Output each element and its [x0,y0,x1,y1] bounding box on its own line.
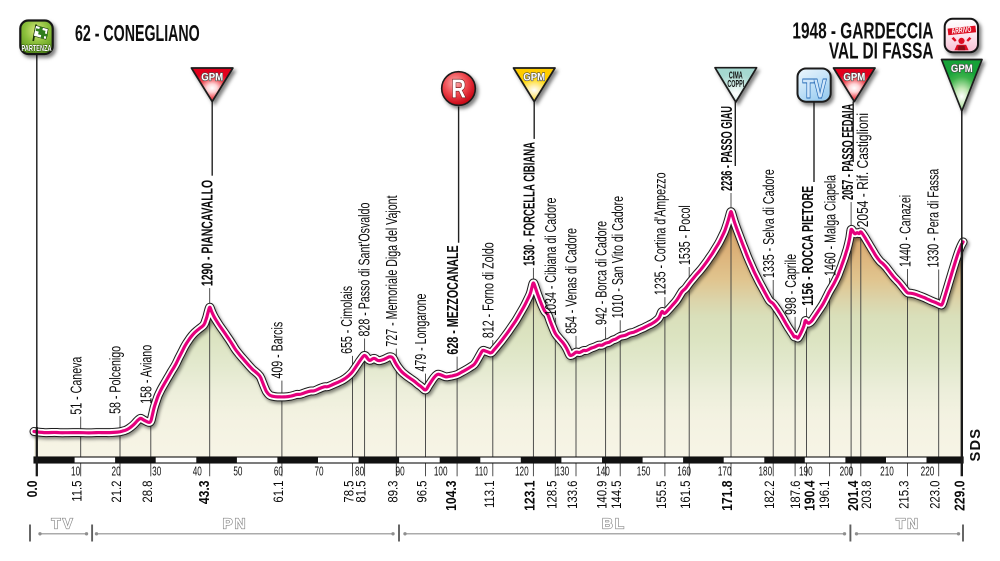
svg-text:60: 60 [274,465,283,479]
svg-text:1335 - Selva di Cadore: 1335 - Selva di Cadore [760,169,777,278]
svg-text:GPM: GPM [201,72,223,84]
svg-text:223.0: 223.0 [926,481,943,509]
svg-text:89.3: 89.3 [384,481,401,503]
svg-text:10: 10 [71,465,80,479]
svg-text:SDS: SDS [968,428,984,462]
svg-text:854 - Venas di Cadore: 854 - Venas di Cadore [563,228,580,334]
svg-text:ARRIVO: ARRIVO [951,26,972,36]
svg-text:GPM: GPM [951,63,973,75]
svg-text:161.5: 161.5 [677,481,694,509]
svg-text:TN: TN [896,516,920,533]
svg-text:30: 30 [152,465,161,479]
svg-text:28.8: 28.8 [139,481,156,503]
svg-text:1235 - Cortina d'Ampezzo: 1235 - Cortina d'Ampezzo [652,172,669,295]
svg-text:BL: BL [602,516,626,533]
svg-text:70: 70 [314,465,323,479]
svg-text:100: 100 [434,465,448,479]
svg-text:170: 170 [718,465,732,479]
svg-text:80: 80 [355,465,364,479]
svg-text:61.1: 61.1 [270,481,287,503]
svg-text:409 - Barcis: 409 - Barcis [269,322,286,379]
svg-text:200: 200 [840,465,854,479]
svg-text:812 - Forno di Zoldo: 812 - Forno di Zoldo [480,242,497,338]
svg-text:TV: TV [51,516,74,533]
svg-text:140.9: 140.9 [593,481,610,509]
svg-text:81.5: 81.5 [352,481,369,503]
svg-text:104.3: 104.3 [443,480,459,511]
svg-text:187.6: 187.6 [787,481,804,509]
svg-text:190.4: 190.4 [801,480,817,511]
svg-text:1010 - San Vito di Cadore: 1010 - San Vito di Cadore [609,196,626,318]
svg-text:1440 - Canazei: 1440 - Canazei [897,195,914,267]
svg-text:727 - Memoriale Diga del Vajon: 727 - Memoriale Diga del Vajont [383,195,400,346]
svg-text:96.5: 96.5 [413,481,430,503]
svg-text:1034 - Cibiana di Cadore: 1034 - Cibiana di Cadore [542,198,559,316]
svg-text:140: 140 [596,465,610,479]
svg-text:190: 190 [799,465,813,479]
svg-text:144.5: 144.5 [608,481,625,509]
svg-text:78.5: 78.5 [340,481,357,503]
svg-text:1330 - Pera di Fassa: 1330 - Pera di Fassa [924,168,941,267]
svg-text:220: 220 [921,465,935,479]
svg-text:130: 130 [556,465,570,479]
svg-text:158 - Aviano: 158 - Aviano [138,345,155,404]
svg-text:133.6: 133.6 [564,481,581,509]
svg-text:VAL DI FASSA: VAL DI FASSA [829,38,934,64]
svg-text:828 - Passo di Sant'Osvaldo: 828 - Passo di Sant'Osvaldo [355,203,372,337]
svg-text:90: 90 [396,465,405,479]
svg-text:123.1: 123.1 [521,480,537,511]
svg-text:TV: TV [803,74,826,103]
svg-text:160: 160 [677,465,691,479]
svg-text:43.3: 43.3 [196,480,212,504]
svg-text:51 - Caneva: 51 - Caneva [67,356,84,414]
svg-text:229.0: 229.0 [951,480,967,511]
svg-text:110: 110 [475,465,488,479]
svg-text:1156 - ROCCA PIETORE: 1156 - ROCCA PIETORE [799,186,817,306]
svg-text:1535 - Pocol: 1535 - Pocol [676,205,693,265]
svg-text:COPPI: COPPI [727,78,744,89]
svg-text:GPM: GPM [523,72,545,84]
svg-text:120: 120 [515,465,529,479]
svg-text:1290 - PIANCAVALLO: 1290 - PIANCAVALLO [198,180,216,286]
svg-text:942 - Borca di Cadore: 942 - Borca di Cadore [592,221,609,325]
svg-text:0.0: 0.0 [24,480,40,497]
svg-text:196.1: 196.1 [816,481,833,509]
svg-text:128.5: 128.5 [543,481,560,509]
svg-text:21.2: 21.2 [108,481,125,503]
svg-text:655 - Cimolais: 655 - Cimolais [338,286,355,354]
svg-text:2054 - Rif. Castiglioni: 2054 - Rif. Castiglioni [853,113,871,227]
svg-text:1460 - Malga Ciapela: 1460 - Malga Ciapela [821,174,838,276]
svg-text:58 - Polcenigo: 58 - Polcenigo [107,346,124,414]
svg-text:11.5: 11.5 [68,481,85,502]
svg-text:CIMA: CIMA [729,70,743,81]
svg-text:PARTENZA: PARTENZA [21,45,51,53]
svg-text:210: 210 [880,465,894,479]
svg-text:GPM: GPM [843,72,865,84]
svg-text:150: 150 [637,465,651,479]
svg-text:203.8: 203.8 [858,481,875,509]
svg-text:50: 50 [233,465,242,479]
svg-text:20: 20 [112,465,121,479]
svg-text:2057 - PASSO FEDAIA: 2057 - PASSO FEDAIA [838,104,856,200]
svg-text:155.5: 155.5 [653,481,670,509]
svg-text:998 - Caprile: 998 - Caprile [782,254,799,315]
svg-text:479 - Longarone: 479 - Longarone [412,294,429,372]
svg-text:62 - CONEGLIANO: 62 - CONEGLIANO [75,20,200,47]
svg-text:113.1: 113.1 [481,481,498,509]
svg-text:R: R [452,74,467,103]
svg-text:40: 40 [193,465,202,479]
svg-text:182.2: 182.2 [761,481,778,509]
svg-text:215.3: 215.3 [895,481,912,509]
svg-text:1948 - GARDECCIA: 1948 - GARDECCIA [792,18,933,44]
svg-text:1530 - FORCELLA CIBIANA: 1530 - FORCELLA CIBIANA [520,142,538,266]
svg-text:2236 - PASSO GIAU: 2236 - PASSO GIAU [718,106,736,191]
svg-text:171.8: 171.8 [719,480,735,511]
svg-text:PN: PN [223,516,248,533]
svg-text:628 - MEZZOCANALE: 628 - MEZZOCANALE [444,245,462,354]
svg-text:201.4: 201.4 [845,480,861,511]
svg-text:180: 180 [758,465,772,479]
